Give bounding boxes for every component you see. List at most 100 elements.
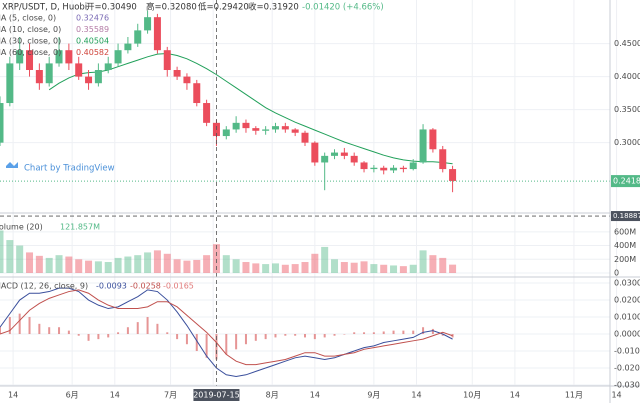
volume-bar [45, 257, 53, 273]
macd-histogram-bar [392, 330, 395, 335]
candle-body [104, 63, 112, 71]
ma-line [48, 52, 453, 165]
macd-histogram-bar [431, 328, 434, 335]
ma-legend-name: MA (10, close, 0) [0, 25, 61, 34]
macd-histogram-bar [235, 334, 238, 350]
volume-title: Volume (20) [0, 223, 43, 232]
macd-legend-value: -0.0093 [96, 282, 127, 291]
candle-body [429, 129, 437, 150]
candle-body [55, 50, 63, 64]
volume-bar [124, 256, 132, 273]
crosshair-x-box [193, 389, 240, 401]
candle-body [232, 122, 240, 130]
volume-bar [94, 261, 102, 273]
crosshair-x-label: 2019-07-15 [193, 391, 240, 400]
candle-body [380, 167, 388, 171]
x-tick-label: 14 [8, 391, 18, 400]
volume-bar [104, 262, 112, 273]
macd-histogram-bar [195, 334, 198, 352]
volume-bar [262, 264, 270, 273]
candle-body [16, 50, 24, 64]
candle-body [26, 50, 34, 71]
volume-bar [55, 255, 63, 273]
candle-body [193, 83, 201, 104]
y-tick-label: -0.0200 [614, 363, 640, 372]
x-tick-label: 14 [310, 391, 320, 400]
watermark-text: Chart by TradingView [24, 164, 115, 174]
macd-histogram-bar [333, 334, 336, 336]
volume-bar [291, 264, 299, 273]
volume-bar [242, 262, 250, 273]
macd-histogram-bar [244, 334, 247, 345]
macd-histogram-bar [48, 327, 51, 335]
volume-bar [271, 263, 279, 273]
candle-body [419, 129, 427, 163]
macd-histogram-bar [0, 327, 1, 335]
y-tick-label: 0.0300 [614, 279, 640, 288]
macd-histogram-bar [353, 332, 356, 335]
volume-bar [222, 255, 230, 273]
x-tick-label: 14 [510, 391, 520, 400]
watermark: Chart by TradingView [6, 162, 115, 174]
macd-histogram-bar [97, 334, 100, 340]
candle-body [281, 126, 289, 130]
candle-body [350, 155, 358, 163]
volume-bar [281, 264, 289, 273]
grid [0, 0, 618, 386]
macd-histogram-bar [343, 334, 346, 335]
candle-body [242, 122, 250, 129]
candle-body [252, 128, 260, 131]
candle-body [35, 70, 43, 84]
volume-bar [439, 257, 447, 273]
macd-histogram-bar [313, 334, 316, 340]
volume-bar [173, 259, 181, 273]
macd-histogram-bar [77, 334, 80, 336]
last-price-box [611, 175, 640, 188]
crosshair-y-label: 0.18887 [613, 212, 640, 220]
volume-bar [212, 244, 220, 273]
volume-bar [449, 264, 457, 273]
ma-legend-value: 0.32476 [76, 14, 109, 23]
ohlc-label: 开=0.30490 [86, 3, 137, 13]
candle-body [85, 76, 93, 84]
candle-body [222, 129, 230, 137]
volume-bar [65, 256, 73, 273]
volume-bar [6, 240, 14, 273]
volume-bar [380, 264, 388, 273]
macd-histogram-bar [225, 334, 228, 355]
x-tick-label: 10月 [463, 391, 481, 400]
candle-body [390, 167, 398, 171]
volume-bar [321, 246, 329, 273]
macd-legend-value: -0.0165 [163, 282, 194, 291]
candle-body [262, 129, 270, 131]
ma-legend-value: 0.40582 [76, 48, 109, 57]
macd-histogram-bar [294, 334, 297, 336]
candle-body [311, 142, 319, 163]
candle-body [153, 17, 161, 51]
ohlc-label: 收=0.31920 [248, 2, 299, 13]
x-tick-label: 14 [611, 391, 621, 400]
macd-histogram-bar [18, 313, 21, 335]
macd-histogram-bar [156, 323, 159, 335]
volume-bar [252, 263, 260, 273]
ma-legend-value: 0.40504 [76, 37, 109, 46]
candle-body [124, 43, 132, 51]
macd-histogram-bar [422, 327, 425, 335]
volume-bar [114, 257, 122, 273]
volume-bar [370, 264, 378, 273]
macd-histogram-bar [58, 327, 61, 335]
macd-histogram-bar [146, 317, 149, 335]
macd-signal-line [0, 289, 453, 366]
volume-bar [193, 259, 201, 273]
ma-legend-name: MA (30, close, 0) [0, 37, 61, 46]
x-tick-label: 6月 [66, 391, 79, 400]
candle-body [183, 76, 191, 84]
marks [0, 0, 610, 386]
macd-histogram-bar [176, 334, 179, 340]
macd-histogram-bar [264, 334, 267, 340]
volume-bar [399, 266, 407, 273]
volume-bar [16, 245, 24, 273]
